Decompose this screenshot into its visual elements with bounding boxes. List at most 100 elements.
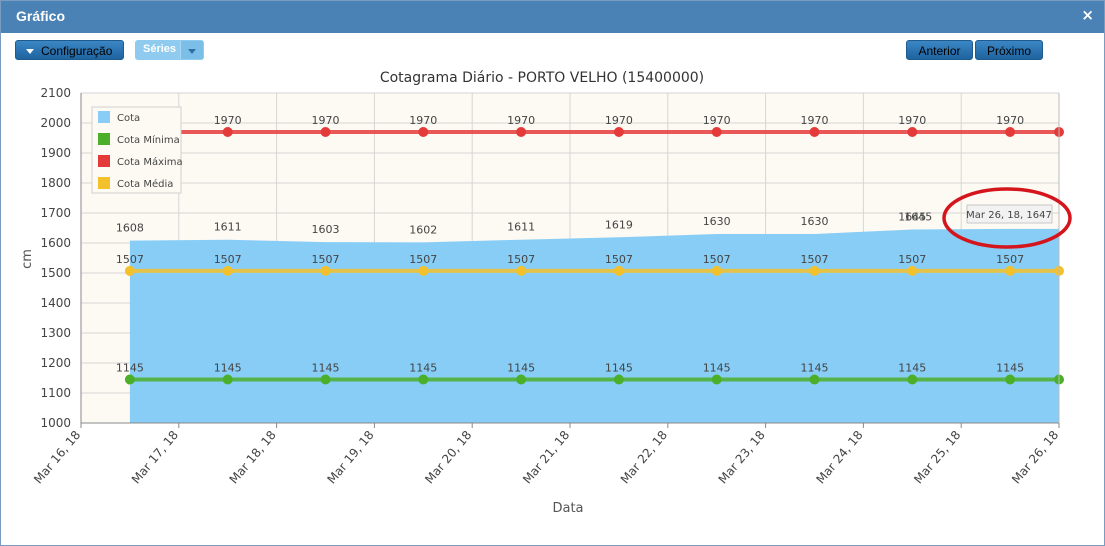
config-button[interactable]: Configuração xyxy=(15,40,124,60)
y-tick-label: 1900 xyxy=(40,146,71,160)
data-label: 1630 xyxy=(801,215,829,228)
series-dropdown-toggle[interactable] xyxy=(180,41,203,59)
x-tick-label: Mar 18, 18 xyxy=(227,428,279,487)
data-label: 1970 xyxy=(312,114,340,127)
data-label: 1970 xyxy=(898,114,926,127)
data-label: 1145 xyxy=(312,362,340,375)
legend-swatch xyxy=(98,155,110,167)
data-point xyxy=(1005,265,1016,276)
data-point xyxy=(124,374,135,385)
data-label: 1507 xyxy=(312,253,340,266)
data-label: 1507 xyxy=(409,253,437,266)
x-tick-label: Mar 22, 18 xyxy=(618,428,670,487)
y-tick-label: 1100 xyxy=(40,386,71,400)
series-button[interactable]: Séries xyxy=(135,40,204,60)
x-tick-label: Mar 21, 18 xyxy=(520,428,572,487)
data-point xyxy=(320,127,331,137)
data-label: 1145 xyxy=(507,362,535,375)
data-label: 1970 xyxy=(996,114,1024,127)
data-label: 1507 xyxy=(703,253,731,266)
data-label: 1507 xyxy=(996,253,1024,266)
legend-label: Cota Média xyxy=(117,178,173,190)
legend-label: Cota Máxima xyxy=(117,156,183,168)
data-point xyxy=(1005,127,1016,137)
y-tick-label: 1300 xyxy=(40,326,71,340)
data-label: 1507 xyxy=(801,253,829,266)
data-point xyxy=(711,265,722,276)
tooltip-box xyxy=(966,204,1053,224)
close-icon[interactable]: × xyxy=(1081,6,1094,24)
data-point xyxy=(907,127,918,137)
y-tick-label: 1400 xyxy=(40,296,71,310)
next-button[interactable]: Próximo xyxy=(975,40,1043,60)
data-label: 1970 xyxy=(605,114,633,127)
data-point xyxy=(809,374,820,385)
x-tick-label: Mar 20, 18 xyxy=(422,428,474,487)
data-label: 1145 xyxy=(409,362,437,375)
x-tick-label: Mar 26, 18 xyxy=(1009,428,1061,487)
data-label: 1970 xyxy=(703,114,731,127)
caret-down-icon xyxy=(188,49,196,54)
legend-swatch xyxy=(98,111,110,123)
data-point xyxy=(222,265,233,276)
y-tick-label: 1500 xyxy=(40,266,71,280)
data-label: 1507 xyxy=(116,253,144,266)
data-label: 1507 xyxy=(898,253,926,266)
data-point xyxy=(1005,374,1016,385)
data-point xyxy=(907,265,918,276)
data-label: 1970 xyxy=(507,114,535,127)
data-point xyxy=(809,265,820,276)
data-label: 1145 xyxy=(801,362,829,375)
data-point xyxy=(418,265,429,276)
y-tick-label: 2000 xyxy=(40,116,71,130)
data-point xyxy=(613,127,624,137)
annotation-ellipse xyxy=(942,187,1072,249)
legend-swatch xyxy=(98,133,110,145)
data-label: 1603 xyxy=(312,223,340,236)
data-point xyxy=(320,265,331,276)
window-title: Gráfico xyxy=(16,8,66,24)
x-axis-label: Data xyxy=(552,501,583,516)
data-point xyxy=(516,265,527,276)
previous-button[interactable]: Anterior xyxy=(906,40,973,60)
data-label: 1645 xyxy=(898,211,926,224)
data-label: 1608 xyxy=(116,222,144,235)
y-tick-label: 1200 xyxy=(40,356,71,370)
data-label: 1611 xyxy=(214,221,242,234)
data-label: 1145 xyxy=(116,362,144,375)
data-point xyxy=(320,374,331,385)
data-label: 1970 xyxy=(214,114,242,127)
data-label: 1630 xyxy=(703,215,731,228)
data-point xyxy=(222,127,233,137)
x-tick-label: Mar 17, 18 xyxy=(129,428,181,487)
chart-title: Cotagrama Diário - PORTO VELHO (15400000… xyxy=(380,70,704,86)
chart: Cotagrama Diário - PORTO VELHO (15400000… xyxy=(20,70,1072,516)
series-button-label: Séries xyxy=(143,43,177,55)
data-point xyxy=(809,127,820,137)
y-tick-label: 1800 xyxy=(40,176,71,190)
x-tick-label: Mar 25, 18 xyxy=(911,428,963,487)
data-point xyxy=(711,127,722,137)
data-label: 1507 xyxy=(507,253,535,266)
legend-label: Cota xyxy=(117,113,140,124)
data-label: 1145 xyxy=(996,362,1024,375)
data-label: 1145 xyxy=(898,362,926,375)
data-label: 1507 xyxy=(605,253,633,266)
data-point xyxy=(711,374,722,385)
legend: Cota Cota Mínima Cota Máxima Cota Média xyxy=(91,106,183,194)
y-tick-label: 2100 xyxy=(40,86,71,100)
data-label: 1145 xyxy=(214,362,242,375)
data-point xyxy=(418,374,429,385)
data-label: 1145 xyxy=(605,362,633,375)
data-label: 1970 xyxy=(409,114,437,127)
data-point xyxy=(613,265,624,276)
data-point xyxy=(907,374,918,385)
data-label: 1145 xyxy=(703,362,731,375)
data-label: 1602 xyxy=(409,223,437,236)
data-point xyxy=(418,127,429,137)
next-button-label: Próximo xyxy=(986,44,1031,58)
caret-down-icon xyxy=(26,49,34,54)
x-tick-label: Mar 24, 18 xyxy=(813,428,865,487)
data-point xyxy=(613,374,624,385)
